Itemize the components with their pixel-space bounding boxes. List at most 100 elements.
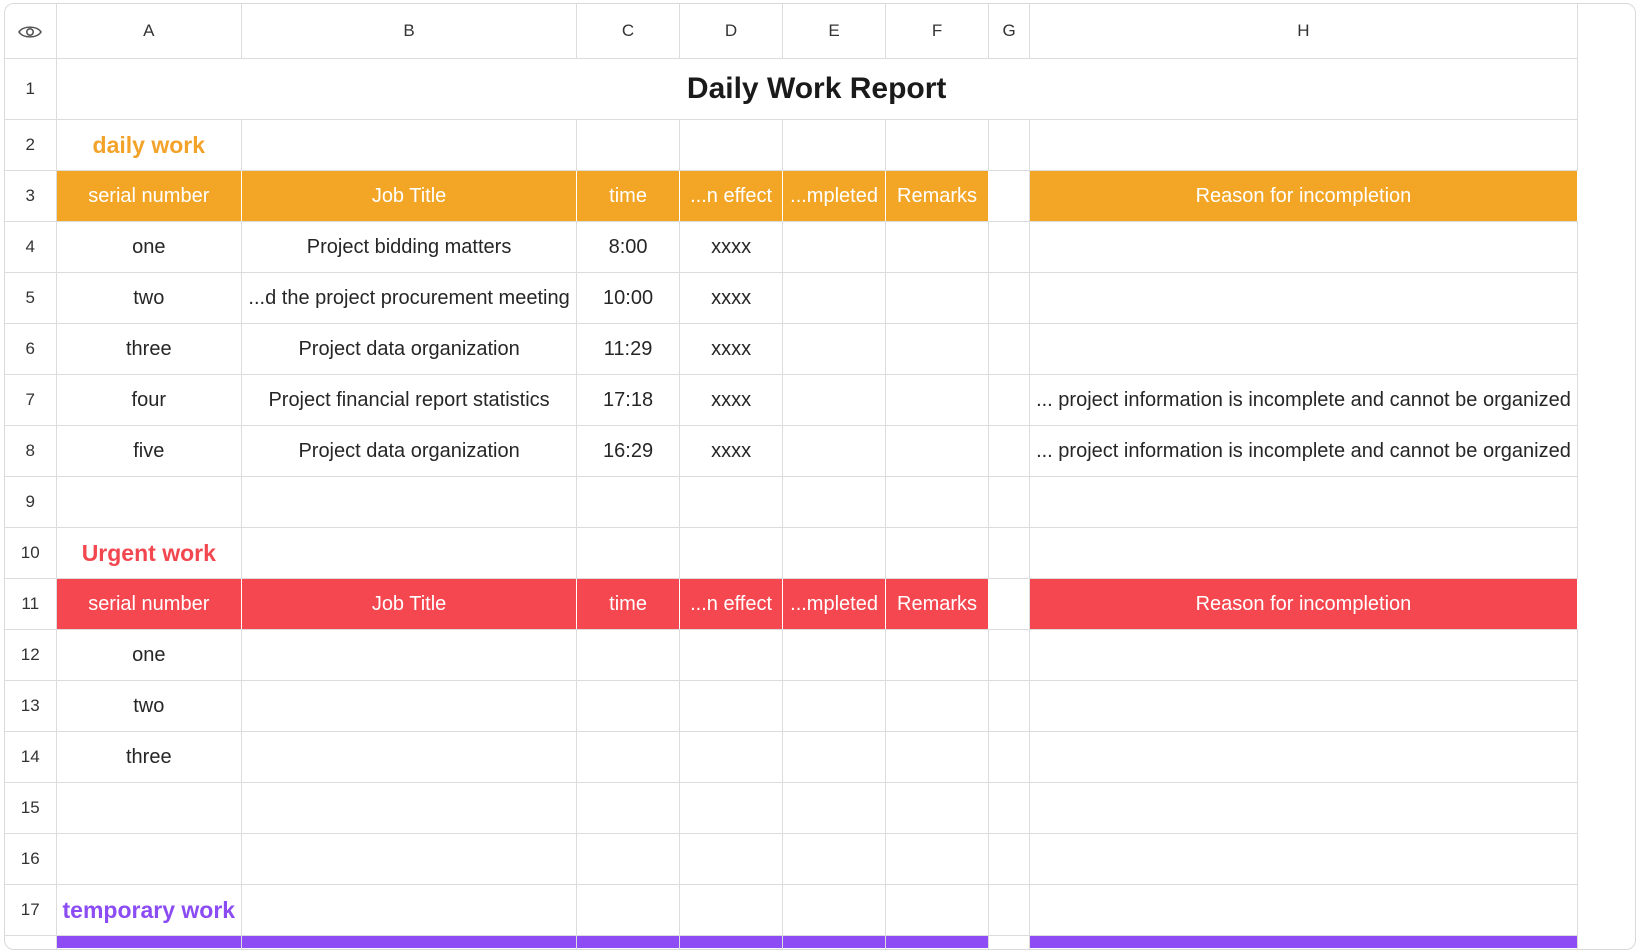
cell-reason[interactable] <box>1029 323 1578 375</box>
cell[interactable] <box>679 119 784 171</box>
cell[interactable] <box>885 476 990 528</box>
column-header-a[interactable]: A <box>56 4 243 59</box>
cell[interactable] <box>1029 884 1578 936</box>
cell[interactable] <box>782 782 887 834</box>
cell-time[interactable]: 11:29 <box>576 323 681 375</box>
header-completed[interactable]: ...mpleted <box>782 578 887 630</box>
cell-job-title[interactable]: Project data organization <box>241 323 578 375</box>
cell[interactable] <box>782 629 887 681</box>
cell-effect[interactable]: xxxx <box>679 374 784 426</box>
cell[interactable] <box>988 221 1031 273</box>
row-header[interactable]: 10 <box>5 527 57 579</box>
cell[interactable] <box>241 680 578 732</box>
cell[interactable] <box>782 731 887 783</box>
cell[interactable] <box>885 731 990 783</box>
header-remarks[interactable]: Remarks <box>885 578 990 630</box>
cell[interactable] <box>241 476 578 528</box>
row-header[interactable]: 15 <box>5 782 57 834</box>
cell-a10[interactable]: Urgent work <box>56 527 243 579</box>
row-header[interactable]: 7 <box>5 374 57 426</box>
header-time[interactable]: time <box>576 170 681 222</box>
cell[interactable] <box>576 119 681 171</box>
cell-effect[interactable]: xxxx <box>679 272 784 324</box>
cell-reason[interactable] <box>1029 221 1578 273</box>
cell-serial[interactable]: two <box>56 272 243 324</box>
cell[interactable] <box>782 884 887 936</box>
cell-time[interactable]: 17:18 <box>576 374 681 426</box>
cell[interactable] <box>885 425 990 477</box>
header-serial-number[interactable]: serial number <box>56 170 243 222</box>
row-header[interactable]: 5 <box>5 272 57 324</box>
header-band-cell[interactable] <box>576 935 681 949</box>
cell[interactable] <box>241 119 578 171</box>
cell-serial[interactable]: one <box>56 221 243 273</box>
cell[interactable] <box>241 527 578 579</box>
cell[interactable] <box>576 833 681 885</box>
cell[interactable] <box>782 221 887 273</box>
cell[interactable] <box>241 884 578 936</box>
row-header[interactable]: 17 <box>5 884 57 936</box>
cell[interactable] <box>885 374 990 426</box>
cell-job-title[interactable]: ...d the project procurement meeting <box>241 272 578 324</box>
cell-job-title[interactable]: Project bidding matters <box>241 221 578 273</box>
eye-icon[interactable] <box>18 24 43 40</box>
cell[interactable] <box>782 119 887 171</box>
header-job-title[interactable]: Job Title <box>241 578 578 630</box>
corner-cell[interactable] <box>5 4 57 59</box>
cell[interactable] <box>679 629 784 681</box>
cell-reason[interactable] <box>1029 272 1578 324</box>
cell[interactable] <box>782 425 887 477</box>
cell[interactable] <box>1029 527 1578 579</box>
cell[interactable] <box>241 629 578 681</box>
cell[interactable] <box>782 833 887 885</box>
row-header[interactable]: 12 <box>5 629 57 681</box>
cell[interactable] <box>679 782 784 834</box>
row-header[interactable] <box>5 935 57 949</box>
cell[interactable] <box>988 782 1031 834</box>
header-reason[interactable]: Reason for incompletion <box>1029 170 1578 222</box>
cell[interactable] <box>1029 629 1578 681</box>
cell[interactable] <box>885 272 990 324</box>
cell[interactable] <box>1029 476 1578 528</box>
cell[interactable] <box>56 782 243 834</box>
row-header[interactable]: 3 <box>5 170 57 222</box>
cell[interactable] <box>988 476 1031 528</box>
cell[interactable] <box>988 425 1031 477</box>
cell[interactable] <box>885 833 990 885</box>
cell[interactable] <box>782 272 887 324</box>
row-header[interactable]: 14 <box>5 731 57 783</box>
cell[interactable] <box>988 374 1031 426</box>
cell[interactable] <box>679 833 784 885</box>
cell-serial[interactable]: five <box>56 425 243 477</box>
header-job-title[interactable]: Job Title <box>241 170 578 222</box>
cell[interactable] <box>988 170 1031 222</box>
cell[interactable] <box>885 323 990 375</box>
cell-serial[interactable]: three <box>56 731 243 783</box>
cell-reason[interactable]: ... project information is incomplete an… <box>1029 374 1578 426</box>
header-band-cell[interactable] <box>782 935 887 949</box>
cell[interactable] <box>576 731 681 783</box>
cell[interactable] <box>885 629 990 681</box>
report-title[interactable]: Daily Work Report <box>56 58 1578 120</box>
row-header[interactable]: 2 <box>5 119 57 171</box>
header-serial-number[interactable]: serial number <box>56 578 243 630</box>
header-reason[interactable]: Reason for incompletion <box>1029 578 1578 630</box>
header-remarks[interactable]: Remarks <box>885 170 990 222</box>
cell[interactable] <box>988 323 1031 375</box>
cell[interactable] <box>988 935 1031 949</box>
cell[interactable] <box>988 731 1031 783</box>
cell-effect[interactable]: xxxx <box>679 425 784 477</box>
row-header[interactable]: 16 <box>5 833 57 885</box>
row-header[interactable]: 1 <box>5 58 57 120</box>
cell[interactable] <box>988 884 1031 936</box>
cell-serial[interactable]: four <box>56 374 243 426</box>
cell[interactable] <box>782 476 887 528</box>
header-band-cell[interactable] <box>241 935 578 949</box>
cell[interactable] <box>679 476 784 528</box>
header-band-cell[interactable] <box>56 935 243 949</box>
header-completed[interactable]: ...mpleted <box>782 170 887 222</box>
column-header-e[interactable]: E <box>782 4 887 59</box>
cell[interactable] <box>56 476 243 528</box>
row-header[interactable]: 6 <box>5 323 57 375</box>
cell[interactable] <box>885 527 990 579</box>
